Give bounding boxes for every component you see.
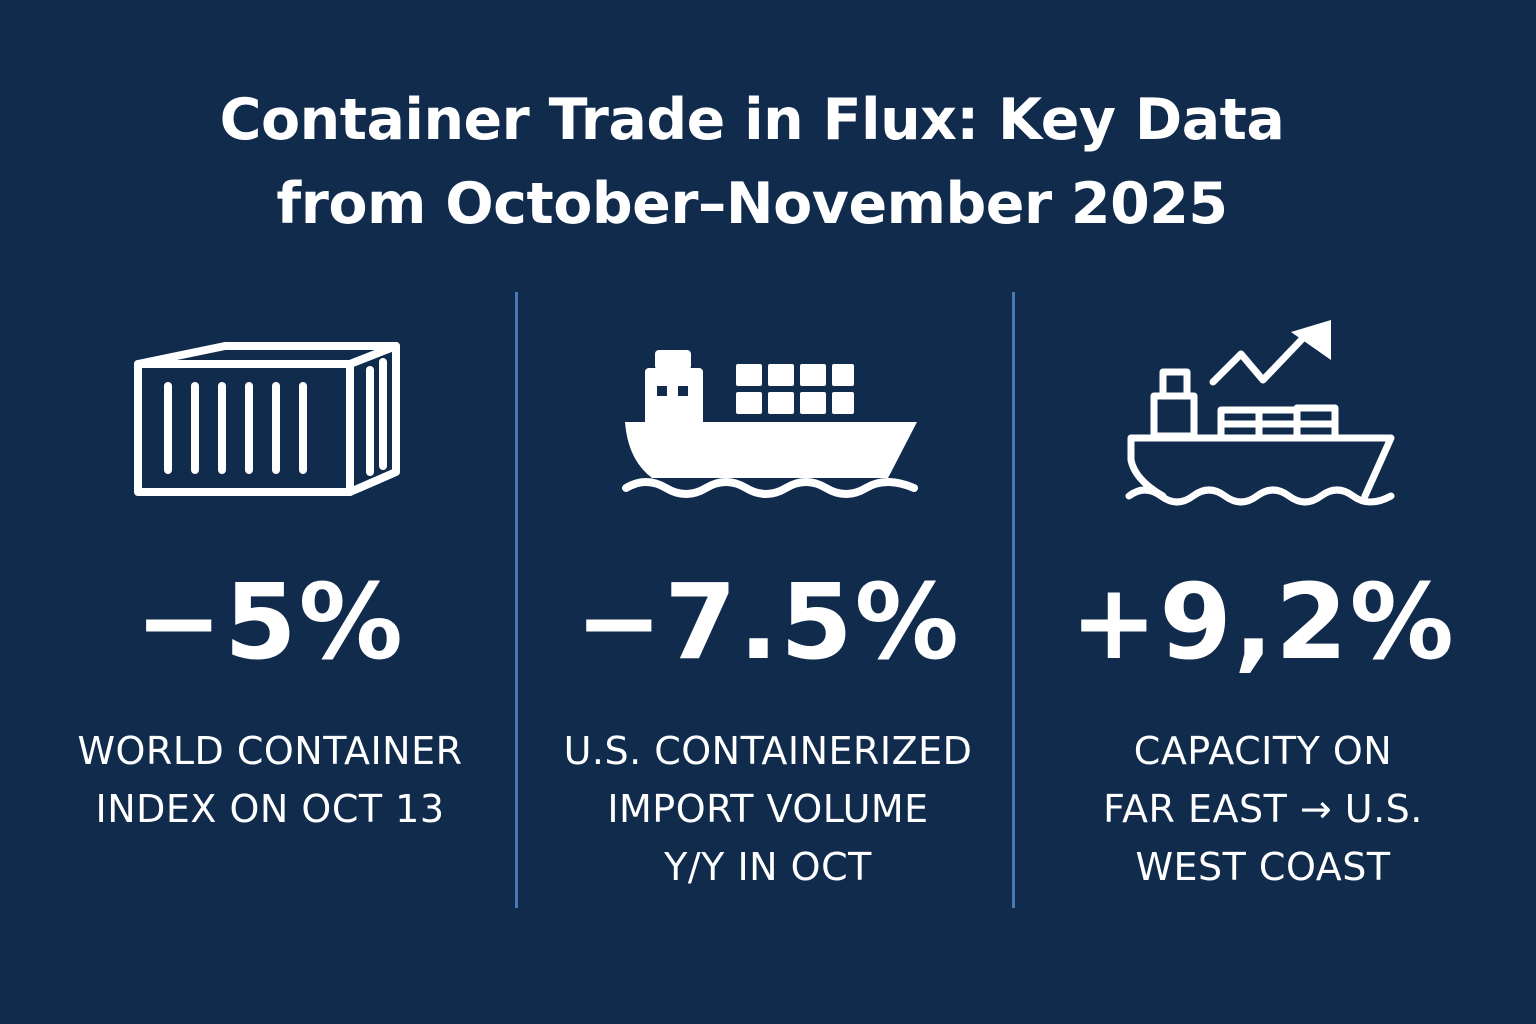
title-line-1: Container Trade in Flux: Key Data bbox=[219, 87, 1285, 153]
stat-label-line: U.S. CONTAINERIZED bbox=[563, 729, 973, 773]
stat-label-line: IMPORT VOLUME bbox=[607, 787, 929, 831]
ship-trend-up-icon bbox=[1125, 320, 1395, 506]
stat-label: CAPACITY ON FAR EAST → U.S. WEST COAST bbox=[1013, 722, 1513, 896]
stat-label: U.S. CONTAINERIZED IMPORT VOLUME Y/Y IN … bbox=[518, 722, 1018, 896]
stat-card-far-east-capacity: +9,2% CAPACITY ON FAR EAST → U.S. WEST C… bbox=[1013, 300, 1513, 920]
stat-value: −5% bbox=[135, 561, 405, 683]
stat-card-world-container-index: −5% WORLD CONTAINER INDEX ON OCT 13 bbox=[20, 300, 520, 920]
column-divider-right bbox=[1012, 292, 1015, 908]
page-title: Container Trade in Flux: Key Data from O… bbox=[0, 78, 1504, 246]
stat-label-line: CAPACITY ON bbox=[1133, 729, 1393, 773]
shipping-container-icon bbox=[134, 342, 400, 496]
stat-label: WORLD CONTAINER INDEX ON OCT 13 bbox=[20, 722, 520, 838]
stat-label-line: WEST COAST bbox=[1135, 845, 1391, 889]
stat-label-line: Y/Y IN OCT bbox=[664, 845, 872, 889]
container-ship-icon bbox=[622, 350, 918, 498]
stat-label-line: INDEX ON OCT 13 bbox=[95, 787, 445, 831]
stat-card-us-import-volume: −7.5% U.S. CONTAINERIZED IMPORT VOLUME Y… bbox=[518, 300, 1018, 920]
stat-label-line: FAR EAST → U.S. bbox=[1103, 787, 1423, 831]
stat-label-line: WORLD CONTAINER bbox=[77, 729, 463, 773]
stat-value: +9,2% bbox=[1070, 561, 1456, 683]
stat-value: −7.5% bbox=[575, 561, 961, 683]
column-divider-left bbox=[515, 292, 518, 908]
title-line-2: from October–November 2025 bbox=[276, 171, 1228, 237]
